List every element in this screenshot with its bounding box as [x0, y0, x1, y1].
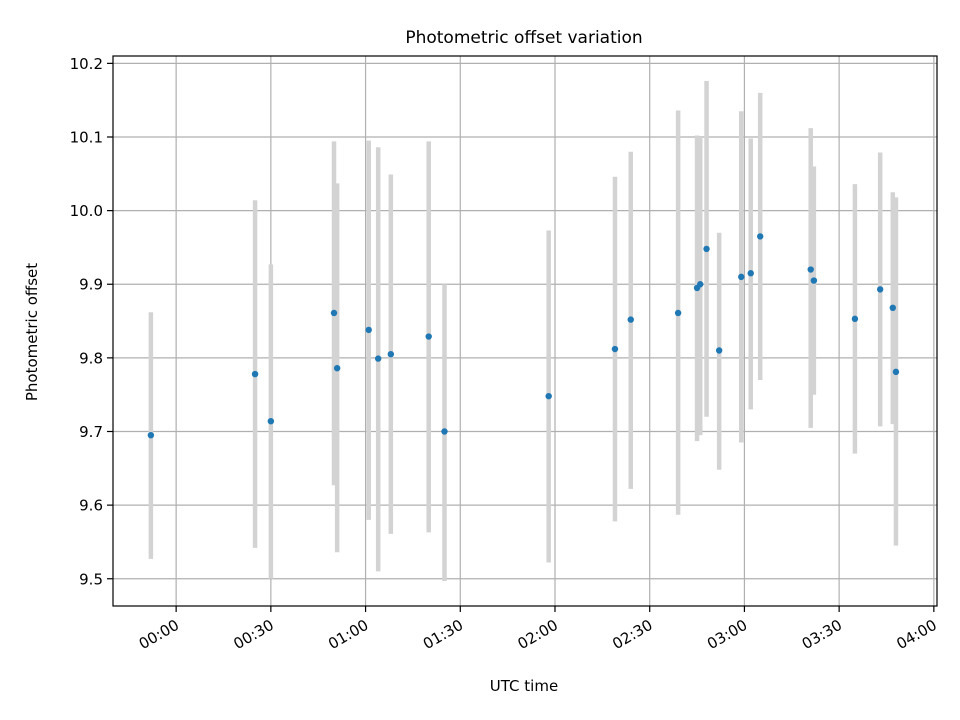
y-tick-label: 9.5: [79, 570, 103, 588]
data-point: [703, 245, 710, 253]
data-point: [333, 364, 341, 372]
data-point: [738, 273, 745, 281]
data-point: [747, 270, 754, 277]
y-tick-label: 9.8: [79, 349, 103, 367]
data-point: [757, 233, 764, 240]
plot-frame: [112, 55, 938, 607]
data-point: [807, 266, 814, 273]
data-point: [715, 347, 723, 354]
data-point: [697, 281, 704, 288]
data-point: [374, 355, 382, 362]
data-point: [441, 428, 448, 435]
data-point: [851, 315, 859, 323]
chart-title: Photometric offset variation: [405, 28, 642, 48]
data-point: [387, 350, 395, 358]
x-axis-label: UTC time: [490, 677, 558, 695]
y-tick-label: 9.6: [79, 497, 103, 515]
grid-lines: [113, 56, 937, 606]
y-tick-label: 10.1: [70, 128, 103, 146]
data-point: [365, 326, 372, 334]
data-point: [892, 368, 900, 376]
data-point: [810, 277, 818, 284]
data-point: [674, 309, 682, 317]
y-axis-ticks: 9.5 9.6 9.7 9.8 9.9 10.0 10.1 10.2: [70, 55, 113, 588]
data-point: [627, 316, 634, 323]
y-tick-label: 9.7: [79, 423, 103, 441]
data-point: [147, 431, 155, 439]
data-point: [876, 286, 884, 293]
data-point: [267, 417, 275, 425]
data-point: [330, 309, 338, 317]
y-tick-label: 9.9: [79, 276, 103, 294]
data-point: [889, 304, 897, 312]
data-point: [425, 333, 432, 340]
data-point: [545, 392, 552, 400]
y-axis-label: Photometric offset: [23, 263, 41, 401]
data-point: [251, 370, 259, 378]
y-tick-label: 10.2: [70, 55, 103, 73]
y-tick-label: 10.0: [70, 202, 103, 220]
data-points: [147, 233, 900, 439]
data-point: [611, 345, 619, 353]
